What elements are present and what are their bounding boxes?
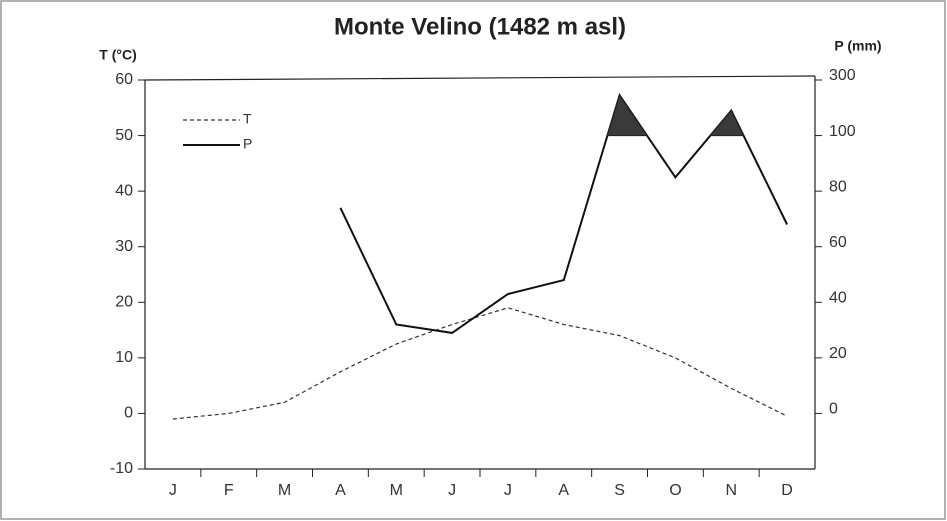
y-tick-label: -10	[110, 460, 133, 477]
y-tick-label: 50	[115, 127, 133, 144]
legend-label: T	[243, 111, 252, 127]
surplus-area	[709, 109, 745, 137]
x-tick-label: J	[169, 482, 177, 499]
x-tick-label: S	[614, 482, 625, 499]
y-tick-label: 60	[115, 71, 133, 88]
y2-axis-label: P (mm)	[834, 38, 881, 54]
x-tick-label: D	[781, 482, 793, 499]
y2-tick-label: 60	[829, 234, 847, 251]
legend-label: P	[243, 136, 252, 152]
y2-tick-label: 100	[829, 123, 856, 140]
y-tick-label: 10	[115, 349, 133, 366]
y2-tick-label: 80	[829, 178, 847, 195]
y-axis-label: T (°C)	[99, 47, 136, 63]
x-tick-label: F	[224, 482, 234, 499]
surplus-area	[606, 94, 648, 137]
x-tick-label: M	[390, 482, 403, 499]
y-tick-label: 20	[115, 294, 133, 311]
y-tick-label: 0	[124, 405, 133, 422]
y2-tick-label: 40	[829, 290, 847, 307]
y2-tick-label: 20	[829, 345, 847, 362]
x-tick-label: M	[278, 482, 291, 499]
x-tick-label: O	[669, 482, 681, 499]
y2-tick-label: 300	[829, 67, 856, 84]
y-tick-label: 40	[115, 182, 133, 199]
y2-tick-label: 0	[829, 401, 838, 418]
y-tick-label: 30	[115, 238, 133, 255]
x-tick-label: A	[335, 482, 346, 499]
x-tick-label: N	[725, 482, 737, 499]
series-line	[172, 307, 788, 420]
chart-title: Monte Velino (1482 m asl)	[334, 13, 626, 40]
x-tick-label: J	[504, 482, 512, 499]
x-tick-label: A	[558, 482, 569, 499]
top-border	[144, 75, 816, 81]
x-tick-label: J	[448, 482, 456, 499]
